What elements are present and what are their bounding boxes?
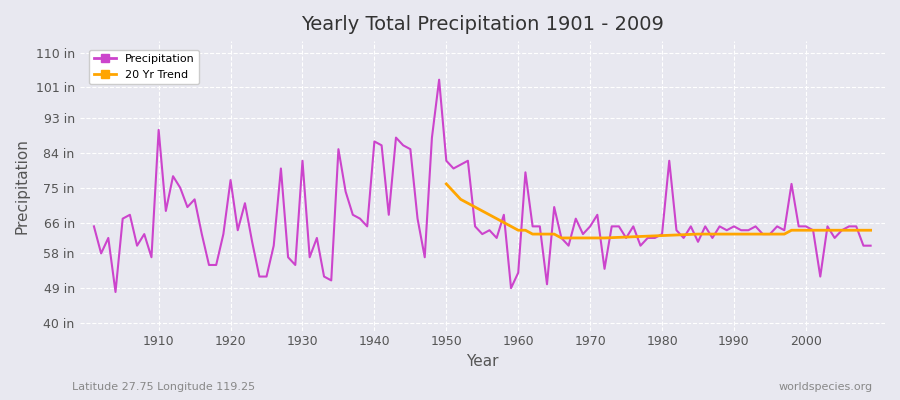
Y-axis label: Precipitation: Precipitation — [15, 138, 30, 234]
Title: Yearly Total Precipitation 1901 - 2009: Yearly Total Precipitation 1901 - 2009 — [301, 15, 663, 34]
Text: Latitude 27.75 Longitude 119.25: Latitude 27.75 Longitude 119.25 — [72, 382, 255, 392]
Legend: Precipitation, 20 Yr Trend: Precipitation, 20 Yr Trend — [89, 50, 199, 84]
X-axis label: Year: Year — [466, 354, 499, 369]
Text: worldspecies.org: worldspecies.org — [778, 382, 873, 392]
